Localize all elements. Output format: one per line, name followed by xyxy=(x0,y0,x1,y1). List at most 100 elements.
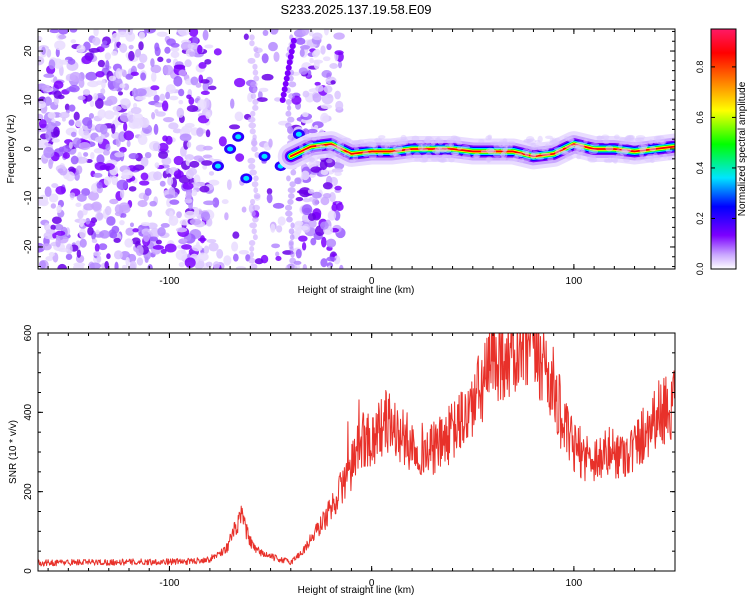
spectrogram-speckle xyxy=(48,59,56,70)
spectrogram-speckle xyxy=(228,124,241,130)
spectrogram-speckle xyxy=(51,138,60,143)
spectrogram-streak xyxy=(252,98,259,105)
spectrogram-halo xyxy=(393,153,402,158)
spectrogram-streak xyxy=(285,122,292,129)
spectrogram-speckle xyxy=(43,147,55,158)
spectrogram-halo xyxy=(653,139,659,144)
spectrogram-speckle xyxy=(310,166,322,173)
spectrogram-speckle xyxy=(46,48,52,58)
spectrogram-speckle xyxy=(129,222,134,228)
spectrogram-speckle xyxy=(206,238,217,243)
spectrogram-halo xyxy=(316,135,321,140)
spectrogram-speckle xyxy=(185,191,192,200)
spectrogram-speckle xyxy=(50,203,57,209)
spectrogram-speckle xyxy=(195,144,207,152)
spectrogram-halo xyxy=(449,138,456,143)
spectrogram-halo xyxy=(478,139,485,143)
spectrogram-halo xyxy=(419,156,429,163)
spectrogram-halo xyxy=(493,142,502,150)
spectrogram-speckle xyxy=(212,197,220,208)
spectrogram-halo xyxy=(487,148,497,155)
spectrogram-speckle xyxy=(157,142,169,152)
y-tick-label: 600 xyxy=(23,324,34,341)
spectrogram-speckle xyxy=(296,37,306,45)
spectrogram-halo xyxy=(408,141,414,145)
spectrogram-speckle xyxy=(165,91,171,100)
spectrogram-halo xyxy=(462,153,471,160)
spectrogram-halo xyxy=(425,136,432,141)
spectrogram-speckle xyxy=(149,200,157,207)
spectrogram-streak xyxy=(253,175,259,182)
spectrogram-speckle xyxy=(167,173,172,178)
spectrogram-speckle xyxy=(175,249,188,261)
spectrogram-speckle xyxy=(181,244,192,250)
spectrogram-halo xyxy=(605,145,614,152)
colorbar-gradient xyxy=(710,28,737,270)
spectrogram-halo xyxy=(353,147,360,151)
spectrogram-speckle xyxy=(269,29,279,35)
spectrogram-speckle xyxy=(184,210,196,219)
spectrogram-speckle xyxy=(257,90,263,100)
spectrogram-streak xyxy=(252,104,259,111)
spectrogram-speckle xyxy=(200,211,211,221)
spectrogram-streak xyxy=(285,64,292,71)
spectrogram-speckle xyxy=(153,171,163,181)
spectrogram-halo xyxy=(450,151,460,156)
spectrogram-speckle xyxy=(101,79,106,89)
spectrogram-speckle xyxy=(83,203,95,211)
spectrogram-streak xyxy=(249,40,255,47)
colorbar-tick-label: 0.8 xyxy=(695,61,705,74)
spectrogram-streak xyxy=(251,181,259,188)
spectrogram-halo xyxy=(456,146,463,151)
x-tick-label: -100 xyxy=(159,578,179,589)
spectrogram-speckle xyxy=(186,94,192,100)
spectrogram-streak xyxy=(287,198,294,205)
spectrogram-speckle xyxy=(106,253,111,260)
spectrogram-speckle xyxy=(78,141,91,151)
spectrogram-speckle xyxy=(87,191,99,201)
spectrogram-speckle xyxy=(95,71,105,78)
spectrogram-speckle xyxy=(160,248,167,255)
spectrogram-halo xyxy=(555,149,561,157)
spectrogram-y-axis-label: Frequency (Hz) xyxy=(6,115,17,184)
spectrogram-speckle xyxy=(294,177,302,185)
spectrogram-speckle xyxy=(58,247,69,253)
spectrogram-speckle xyxy=(69,29,78,33)
spectrogram-halo xyxy=(602,138,611,145)
spectrogram-speckle xyxy=(106,95,118,105)
spectrogram-speckle xyxy=(68,119,75,126)
spectrogram-halo xyxy=(649,146,657,152)
spectrogram-speckle xyxy=(88,113,95,119)
spectrogram-speckle xyxy=(88,47,101,53)
spectrogram-speckle xyxy=(201,160,213,166)
snr-y-axis-label: SNR (10 * v/v) xyxy=(8,420,19,484)
spectrogram-halo xyxy=(374,137,382,143)
spectrogram-speckle xyxy=(103,163,115,171)
spectrogram-speckle xyxy=(191,244,203,252)
spectrogram-speckle xyxy=(153,123,159,135)
spectrogram-speckle xyxy=(297,189,310,194)
spectrogram-streak xyxy=(285,110,292,117)
spectrogram-speckle xyxy=(129,260,137,269)
spectrogram-speckle xyxy=(57,168,64,174)
spectrogram-speckle xyxy=(184,257,196,268)
spectrogram-speckle xyxy=(128,44,134,50)
spectrogram-halo xyxy=(544,143,550,151)
spectrogram-halo xyxy=(618,143,623,149)
spectrogram-streak xyxy=(289,245,294,252)
spectrogram-speckle xyxy=(303,207,311,213)
spectrogram-halo xyxy=(613,134,620,140)
spectrogram-halo xyxy=(473,153,481,159)
spectrogram-speckle xyxy=(124,238,134,248)
spectrogram-speckle xyxy=(91,238,98,244)
snr-series-line xyxy=(38,333,675,567)
x-tick-label: 100 xyxy=(566,276,583,287)
spectrogram-speckle xyxy=(180,41,192,51)
spectrogram-speckle xyxy=(128,186,137,192)
spectrogram-speckle xyxy=(128,153,139,160)
spectrogram-speckle xyxy=(104,52,112,61)
spectrogram-speckle xyxy=(114,152,125,158)
spectrogram-image xyxy=(38,29,675,269)
spectrogram-halo xyxy=(580,149,586,154)
